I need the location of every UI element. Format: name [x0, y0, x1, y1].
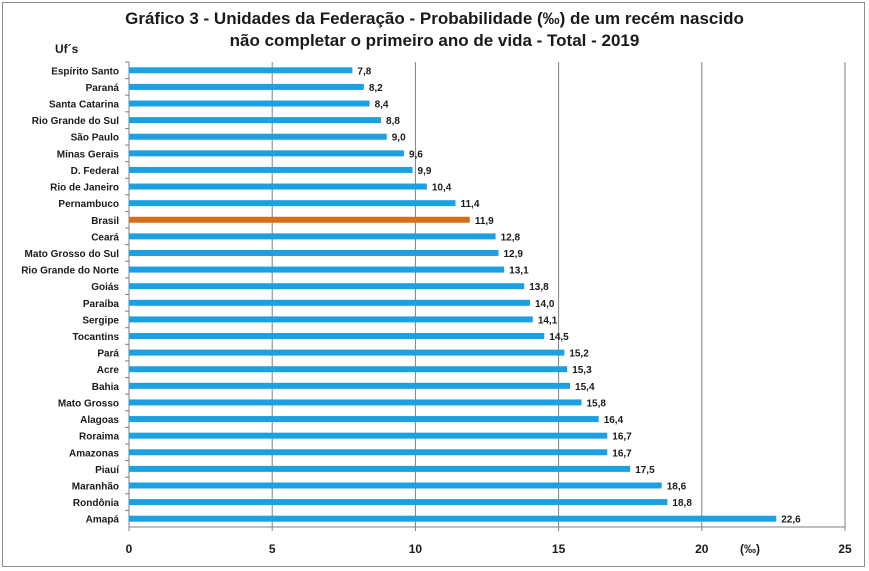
category-label: Goiás — [91, 282, 119, 293]
bar — [129, 499, 668, 506]
x-tick-label: 20 — [695, 542, 709, 556]
bar — [129, 316, 533, 323]
bar — [129, 133, 387, 140]
bar — [129, 382, 571, 389]
category-label: Acre — [97, 365, 120, 376]
data-label: 16,7 — [612, 432, 632, 443]
category-label: Espírito Santo — [51, 66, 119, 77]
data-label: 7,8 — [357, 66, 371, 77]
data-label: 12,8 — [501, 232, 521, 243]
bar — [129, 432, 608, 439]
bar — [129, 183, 427, 190]
bar — [129, 67, 353, 74]
category-label: Sergipe — [82, 315, 119, 326]
data-label: 12,9 — [503, 249, 523, 260]
data-label: 22,6 — [781, 515, 801, 526]
category-label: Paraná — [86, 83, 120, 94]
x-tick-label: 0 — [126, 542, 133, 556]
bar — [129, 150, 404, 157]
bar — [129, 299, 530, 306]
bar — [129, 100, 370, 107]
category-label: Amapá — [86, 515, 120, 526]
data-label: 16,7 — [612, 448, 632, 459]
bar — [129, 166, 413, 173]
data-label: 10,4 — [432, 183, 452, 194]
category-label: Rio Grande do Sul — [32, 116, 119, 127]
chart-title-line-2: não completar o primeiro ano de vida - T… — [229, 31, 640, 50]
category-label: Santa Catarina — [49, 100, 119, 111]
data-label: 14,0 — [535, 299, 555, 310]
category-label: Roraima — [79, 432, 119, 443]
category-label: Rio de Janeiro — [50, 183, 119, 194]
data-label: 13,1 — [509, 266, 529, 277]
bar — [129, 117, 382, 124]
category-label: Pará — [97, 349, 119, 360]
data-label: 8,2 — [369, 83, 383, 94]
category-label: Piauí — [95, 465, 120, 476]
data-label: 18,8 — [672, 498, 692, 509]
bar — [129, 366, 568, 373]
bar — [129, 266, 505, 273]
category-label: Mato Grosso do Sul — [25, 249, 120, 260]
data-label: 17,5 — [635, 465, 655, 476]
bar — [129, 449, 608, 456]
data-label: 11,9 — [475, 216, 494, 227]
category-label: Alagoas — [80, 415, 119, 426]
bar — [129, 283, 525, 290]
y-axis-label: Uf´s — [55, 42, 79, 56]
bar — [129, 216, 470, 223]
bar — [129, 515, 777, 522]
data-label: 9,6 — [409, 149, 423, 160]
data-label: 15,2 — [569, 349, 589, 360]
chart-title: Gráfico 3 - Unidades da Federação - Prob… — [0, 8, 869, 52]
data-label: 14,1 — [538, 315, 558, 326]
bar — [129, 416, 599, 423]
bar — [129, 349, 565, 356]
data-label: 18,6 — [667, 481, 687, 492]
data-label: 8,4 — [375, 100, 389, 111]
category-label: Pernambuco — [58, 199, 119, 210]
data-label: 9,9 — [418, 166, 432, 177]
x-axis-unit: (‰) — [740, 542, 760, 556]
data-label: 15,3 — [572, 365, 592, 376]
category-label: Brasil — [91, 216, 119, 227]
x-tick-label: 5 — [269, 542, 276, 556]
bar — [129, 465, 631, 472]
data-label: 9,0 — [392, 133, 406, 144]
bar — [129, 333, 545, 340]
category-label: D. Federal — [71, 166, 120, 177]
category-label: Bahia — [92, 382, 120, 393]
bar — [129, 233, 496, 240]
bar — [129, 482, 662, 489]
category-label: Rio Grande do Norte — [21, 266, 119, 277]
data-label: 14,5 — [549, 332, 569, 343]
data-label: 15,4 — [575, 382, 595, 393]
category-label: Maranhão — [72, 481, 119, 492]
bar — [129, 200, 456, 207]
bar — [129, 83, 364, 90]
chart-title-line-1: Gráfico 3 - Unidades da Federação - Prob… — [125, 9, 744, 28]
bar — [129, 249, 499, 256]
bar — [129, 399, 582, 406]
category-label: Amazonas — [69, 448, 119, 459]
data-label: 11,4 — [460, 199, 479, 210]
category-label: Paraíba — [83, 299, 120, 310]
category-label: Rondônia — [73, 498, 120, 509]
data-label: 8,8 — [386, 116, 400, 127]
category-label: Tocantins — [73, 332, 120, 343]
data-label: 15,8 — [587, 398, 607, 409]
data-label: 16,4 — [604, 415, 624, 426]
category-label: Ceará — [91, 232, 119, 243]
x-tick-label: 10 — [409, 542, 423, 556]
category-label: Mato Grosso — [58, 398, 119, 409]
x-tick-label: 15 — [552, 542, 566, 556]
x-tick-label: 25 — [838, 542, 852, 556]
category-label: São Paulo — [71, 133, 119, 144]
data-label: 13,8 — [529, 282, 549, 293]
category-label: Minas Gerais — [57, 149, 120, 160]
